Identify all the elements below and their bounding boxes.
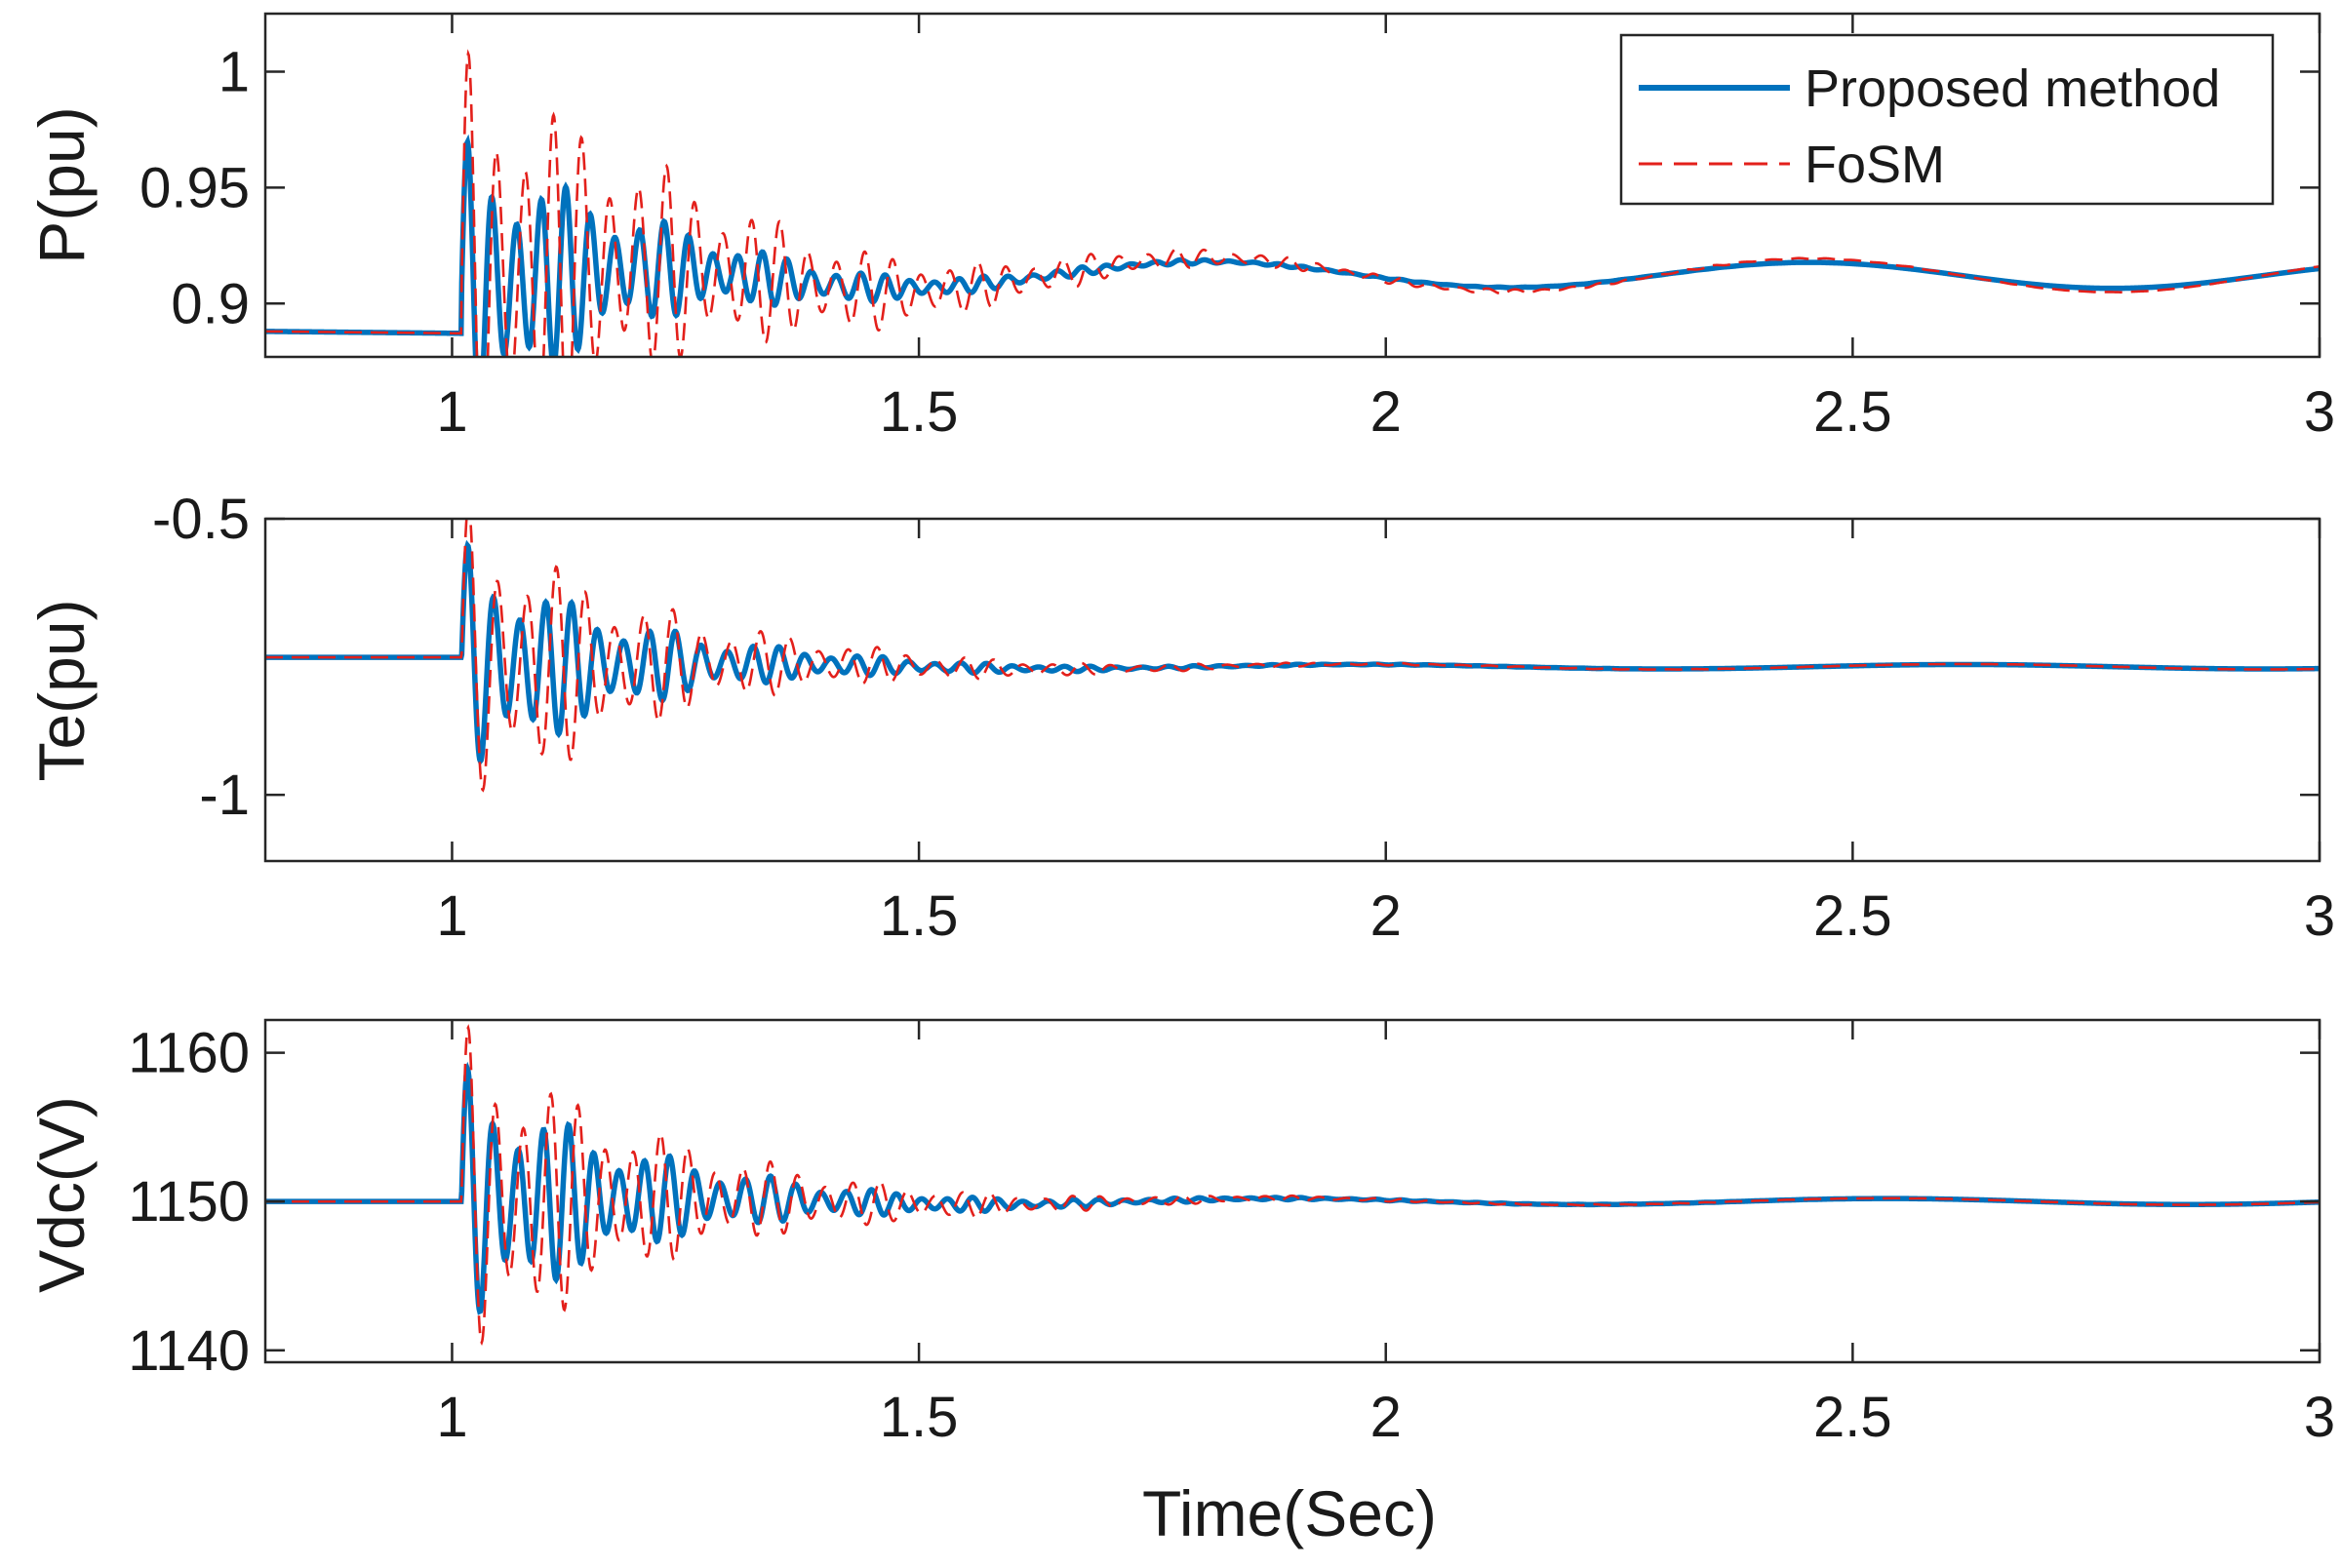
power-y-tick-label: 1 xyxy=(218,40,250,103)
legend-box xyxy=(1619,33,2275,206)
x-axis-label: Time(Sec) xyxy=(1142,1477,1437,1549)
dc-voltage-series-fosm xyxy=(265,1024,2320,1347)
torque-series-fosm xyxy=(265,519,2320,793)
torque-x-tick-label: 3 xyxy=(2304,884,2335,948)
dc-voltage-y-axis-label: Vdc(V) xyxy=(25,1096,98,1293)
power-y-tick-label: 0.95 xyxy=(139,156,250,219)
torque-x-tick-label: 2.5 xyxy=(1813,884,1892,948)
dc-voltage-axes-box xyxy=(263,1018,2321,1364)
power-panel: P(pu) 1 1.5 2 2.5 3 0.9 0.95 1 xyxy=(25,12,2335,444)
power-x-tick-label: 2.5 xyxy=(1813,380,1892,444)
dc-voltage-x-tick-label: 1.5 xyxy=(880,1386,959,1449)
torque-x-tick-label: 1.5 xyxy=(880,884,959,948)
torque-y-axis-label: Te(pu) xyxy=(25,599,98,781)
dc-voltage-series-proposed xyxy=(265,1061,2320,1315)
torque-x-tick-label: 1 xyxy=(436,884,467,948)
legend-proposed-label: Proposed method xyxy=(1805,59,2220,118)
power-y-axis-label: P(pu) xyxy=(25,106,98,263)
torque-y-tick-label: -0.5 xyxy=(152,488,250,551)
torque-series-proposed xyxy=(265,539,2320,766)
torque-panel: Te(pu) 1 1.5 2 2.5 3 -1 -0.5 xyxy=(25,488,2335,948)
dc-voltage-x-tick-label: 3 xyxy=(2304,1386,2335,1449)
dc-voltage-panel: Vdc(V) Time(Sec) 1 1.5 2 2.5 3 1140 1150 1160 xyxy=(25,1018,2335,1549)
torque-y-tick-label: -1 xyxy=(199,764,250,827)
torque-x-tick-label: 2 xyxy=(1370,884,1402,948)
power-x-tick-label: 1.5 xyxy=(880,380,959,444)
power-series-fosm xyxy=(265,49,2320,357)
dc-voltage-x-tick-label: 2.5 xyxy=(1813,1386,1892,1449)
dc-voltage-x-tick-label: 1 xyxy=(436,1386,467,1449)
legend-fosm-label: FoSM xyxy=(1805,136,1945,194)
dc-voltage-x-tick-label: 2 xyxy=(1370,1386,1402,1449)
torque-axes-box xyxy=(263,517,2321,863)
dc-voltage-y-tick-label: 1160 xyxy=(128,1022,250,1085)
power-x-tick-label: 3 xyxy=(2304,380,2335,444)
power-x-tick-label: 2 xyxy=(1370,380,1402,444)
power-y-tick-label: 0.9 xyxy=(171,272,250,335)
power-x-tick-label: 1 xyxy=(436,380,467,444)
dc-voltage-y-tick-label: 1140 xyxy=(128,1319,250,1383)
power-axes-box xyxy=(263,12,2321,359)
dc-voltage-y-tick-label: 1150 xyxy=(128,1170,250,1234)
legend: Proposed method FoSM xyxy=(1619,33,2275,206)
